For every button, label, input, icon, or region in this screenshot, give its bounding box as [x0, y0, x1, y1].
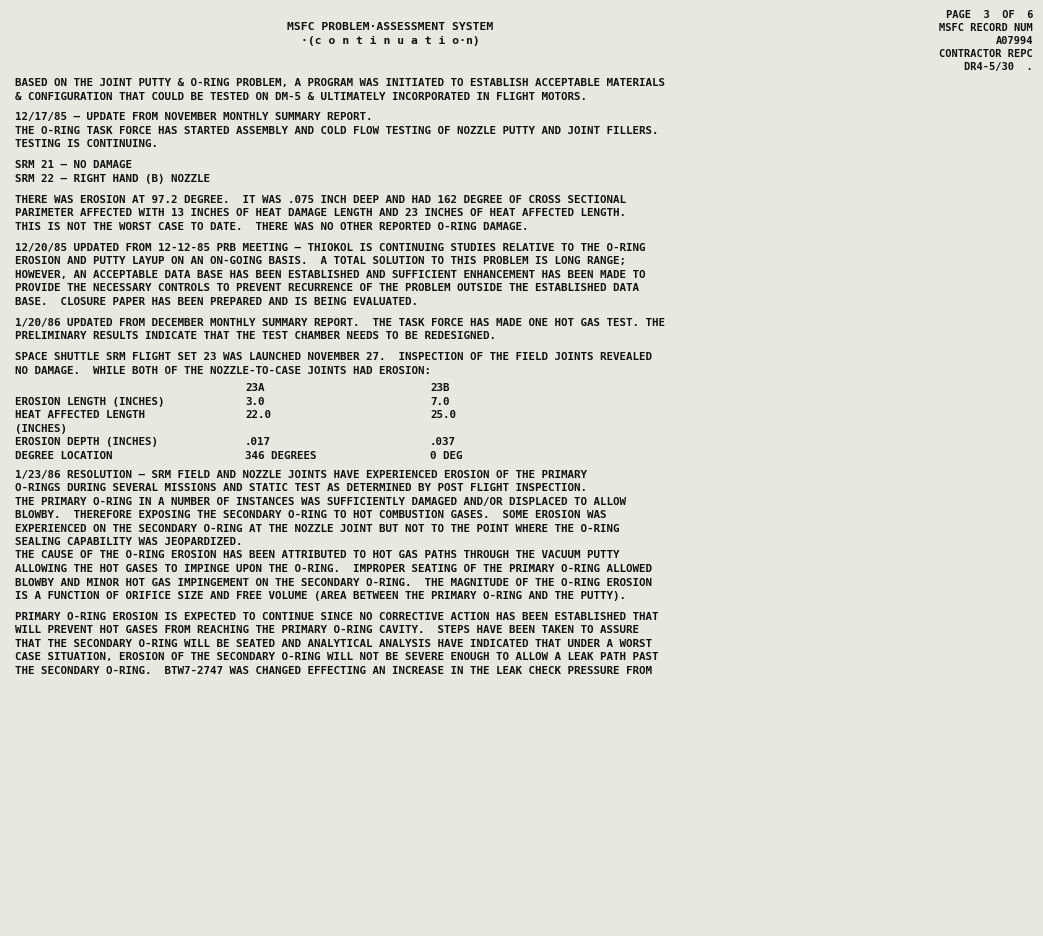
- Text: CASE SITUATION, EROSION OF THE SECONDARY O-RING WILL NOT BE SEVERE ENOUGH TO ALL: CASE SITUATION, EROSION OF THE SECONDARY…: [15, 652, 658, 663]
- Text: 1/20/86 UPDATED FROM DECEMBER MONTHLY SUMMARY REPORT.  THE TASK FORCE HAS MADE O: 1/20/86 UPDATED FROM DECEMBER MONTHLY SU…: [15, 317, 665, 328]
- Text: THIS IS NOT THE WORST CASE TO DATE.  THERE WAS NO OTHER REPORTED O-RING DAMAGE.: THIS IS NOT THE WORST CASE TO DATE. THER…: [15, 222, 529, 232]
- Text: PRELIMINARY RESULTS INDICATE THAT THE TEST CHAMBER NEEDS TO BE REDESIGNED.: PRELIMINARY RESULTS INDICATE THAT THE TE…: [15, 331, 496, 341]
- Text: PAGE  3  OF  6: PAGE 3 OF 6: [946, 10, 1033, 20]
- Text: SRM 21 – NO DAMAGE: SRM 21 – NO DAMAGE: [15, 160, 132, 170]
- Text: THE PRIMARY O-RING IN A NUMBER OF INSTANCES WAS SUFFICIENTLY DAMAGED AND/OR DISP: THE PRIMARY O-RING IN A NUMBER OF INSTAN…: [15, 496, 626, 506]
- Text: BLOWBY.  THEREFORE EXPOSING THE SECONDARY O-RING TO HOT COMBUSTION GASES.  SOME : BLOWBY. THEREFORE EXPOSING THE SECONDARY…: [15, 510, 606, 520]
- Text: EROSION DEPTH (INCHES): EROSION DEPTH (INCHES): [15, 437, 157, 447]
- Text: 1/23/86 RESOLUTION – SRM FIELD AND NOZZLE JOINTS HAVE EXPERIENCED EROSION OF THE: 1/23/86 RESOLUTION – SRM FIELD AND NOZZL…: [15, 470, 587, 479]
- Text: DEGREE LOCATION: DEGREE LOCATION: [15, 450, 113, 461]
- Text: ALLOWING THE HOT GASES TO IMPINGE UPON THE O-RING.  IMPROPER SEATING OF THE PRIM: ALLOWING THE HOT GASES TO IMPINGE UPON T…: [15, 564, 652, 574]
- Text: .037: .037: [430, 437, 456, 447]
- Text: .017: .017: [245, 437, 271, 447]
- Text: HOWEVER, AN ACCEPTABLE DATA BASE HAS BEEN ESTABLISHED AND SUFFICIENT ENHANCEMENT: HOWEVER, AN ACCEPTABLE DATA BASE HAS BEE…: [15, 270, 646, 280]
- Text: WILL PREVENT HOT GASES FROM REACHING THE PRIMARY O-RING CAVITY.  STEPS HAVE BEEN: WILL PREVENT HOT GASES FROM REACHING THE…: [15, 625, 639, 636]
- Text: DR4-5/30  .: DR4-5/30 .: [964, 62, 1033, 72]
- Text: MSFC RECORD NUM: MSFC RECORD NUM: [940, 23, 1033, 33]
- Text: PROVIDE THE NECESSARY CONTROLS TO PREVENT RECURRENCE OF THE PROBLEM OUTSIDE THE : PROVIDE THE NECESSARY CONTROLS TO PREVEN…: [15, 284, 639, 293]
- Text: 23A: 23A: [245, 383, 265, 393]
- Text: THE CAUSE OF THE O-RING EROSION HAS BEEN ATTRIBUTED TO HOT GAS PATHS THROUGH THE: THE CAUSE OF THE O-RING EROSION HAS BEEN…: [15, 550, 620, 561]
- Text: BASE.  CLOSURE PAPER HAS BEEN PREPARED AND IS BEING EVALUATED.: BASE. CLOSURE PAPER HAS BEEN PREPARED AN…: [15, 297, 418, 307]
- Text: SEALING CAPABILITY WAS JEOPARDIZED.: SEALING CAPABILITY WAS JEOPARDIZED.: [15, 537, 243, 547]
- Text: MSFC PROBLEM·ASSESSMENT SYSTEM: MSFC PROBLEM·ASSESSMENT SYSTEM: [287, 22, 493, 32]
- Text: ·(c o n t i n u a t i o·n): ·(c o n t i n u a t i o·n): [300, 36, 480, 46]
- Text: IS A FUNCTION OF ORIFICE SIZE AND FREE VOLUME (AREA BETWEEN THE PRIMARY O-RING A: IS A FUNCTION OF ORIFICE SIZE AND FREE V…: [15, 591, 626, 601]
- Text: THE SECONDARY O-RING.  BTW7-2747 WAS CHANGED EFFECTING AN INCREASE IN THE LEAK C: THE SECONDARY O-RING. BTW7-2747 WAS CHAN…: [15, 665, 652, 676]
- Text: 23B: 23B: [430, 383, 450, 393]
- Text: (INCHES): (INCHES): [15, 424, 67, 433]
- Text: 12/17/85 – UPDATE FROM NOVEMBER MONTHLY SUMMARY REPORT.: 12/17/85 – UPDATE FROM NOVEMBER MONTHLY …: [15, 112, 372, 123]
- Text: 7.0: 7.0: [430, 397, 450, 406]
- Text: SPACE SHUTTLE SRM FLIGHT SET 23 WAS LAUNCHED NOVEMBER 27.  INSPECTION OF THE FIE: SPACE SHUTTLE SRM FLIGHT SET 23 WAS LAUN…: [15, 352, 652, 362]
- Text: 22.0: 22.0: [245, 410, 271, 420]
- Text: A07994: A07994: [995, 36, 1033, 46]
- Text: BLOWBY AND MINOR HOT GAS IMPINGEMENT ON THE SECONDARY O-RING.  THE MAGNITUDE OF : BLOWBY AND MINOR HOT GAS IMPINGEMENT ON …: [15, 578, 652, 588]
- Text: EROSION LENGTH (INCHES): EROSION LENGTH (INCHES): [15, 397, 165, 406]
- Text: PRIMARY O-RING EROSION IS EXPECTED TO CONTINUE SINCE NO CORRECTIVE ACTION HAS BE: PRIMARY O-RING EROSION IS EXPECTED TO CO…: [15, 612, 658, 622]
- Text: 12/20/85 UPDATED FROM 12-12-85 PRB MEETING – THIOKOL IS CONTINUING STUDIES RELAT: 12/20/85 UPDATED FROM 12-12-85 PRB MEETI…: [15, 242, 646, 253]
- Text: BASED ON THE JOINT PUTTY & O-RING PROBLEM, A PROGRAM WAS INITIATED TO ESTABLISH : BASED ON THE JOINT PUTTY & O-RING PROBLE…: [15, 78, 665, 88]
- Text: SRM 22 – RIGHT HAND (B) NOZZLE: SRM 22 – RIGHT HAND (B) NOZZLE: [15, 174, 210, 183]
- Text: EXPERIENCED ON THE SECONDARY O-RING AT THE NOZZLE JOINT BUT NOT TO THE POINT WHE: EXPERIENCED ON THE SECONDARY O-RING AT T…: [15, 523, 620, 534]
- Text: CONTRACTOR REPC: CONTRACTOR REPC: [940, 49, 1033, 59]
- Text: 3.0: 3.0: [245, 397, 265, 406]
- Text: EROSION AND PUTTY LAYUP ON AN ON-GOING BASIS.  A TOTAL SOLUTION TO THIS PROBLEM : EROSION AND PUTTY LAYUP ON AN ON-GOING B…: [15, 256, 626, 266]
- Text: NO DAMAGE.  WHILE BOTH OF THE NOZZLE-TO-CASE JOINTS HAD EROSION:: NO DAMAGE. WHILE BOTH OF THE NOZZLE-TO-C…: [15, 366, 431, 375]
- Text: THE O-RING TASK FORCE HAS STARTED ASSEMBLY AND COLD FLOW TESTING OF NOZZLE PUTTY: THE O-RING TASK FORCE HAS STARTED ASSEMB…: [15, 126, 658, 136]
- Text: & CONFIGURATION THAT COULD BE TESTED ON DM-5 & ULTIMATELY INCORPORATED IN FLIGHT: & CONFIGURATION THAT COULD BE TESTED ON …: [15, 92, 587, 101]
- Text: THERE WAS EROSION AT 97.2 DEGREE.  IT WAS .075 INCH DEEP AND HAD 162 DEGREE OF C: THERE WAS EROSION AT 97.2 DEGREE. IT WAS…: [15, 195, 626, 205]
- Text: 25.0: 25.0: [430, 410, 456, 420]
- Text: PARIMETER AFFECTED WITH 13 INCHES OF HEAT DAMAGE LENGTH AND 23 INCHES OF HEAT AF: PARIMETER AFFECTED WITH 13 INCHES OF HEA…: [15, 209, 626, 218]
- Text: TESTING IS CONTINUING.: TESTING IS CONTINUING.: [15, 139, 157, 150]
- Text: THAT THE SECONDARY O-RING WILL BE SEATED AND ANALYTICAL ANALYSIS HAVE INDICATED : THAT THE SECONDARY O-RING WILL BE SEATED…: [15, 639, 652, 649]
- Text: 0 DEG: 0 DEG: [430, 450, 462, 461]
- Text: HEAT AFFECTED LENGTH: HEAT AFFECTED LENGTH: [15, 410, 145, 420]
- Text: O-RINGS DURING SEVERAL MISSIONS AND STATIC TEST AS DETERMINED BY POST FLIGHT INS: O-RINGS DURING SEVERAL MISSIONS AND STAT…: [15, 483, 587, 493]
- Text: 346 DEGREES: 346 DEGREES: [245, 450, 316, 461]
